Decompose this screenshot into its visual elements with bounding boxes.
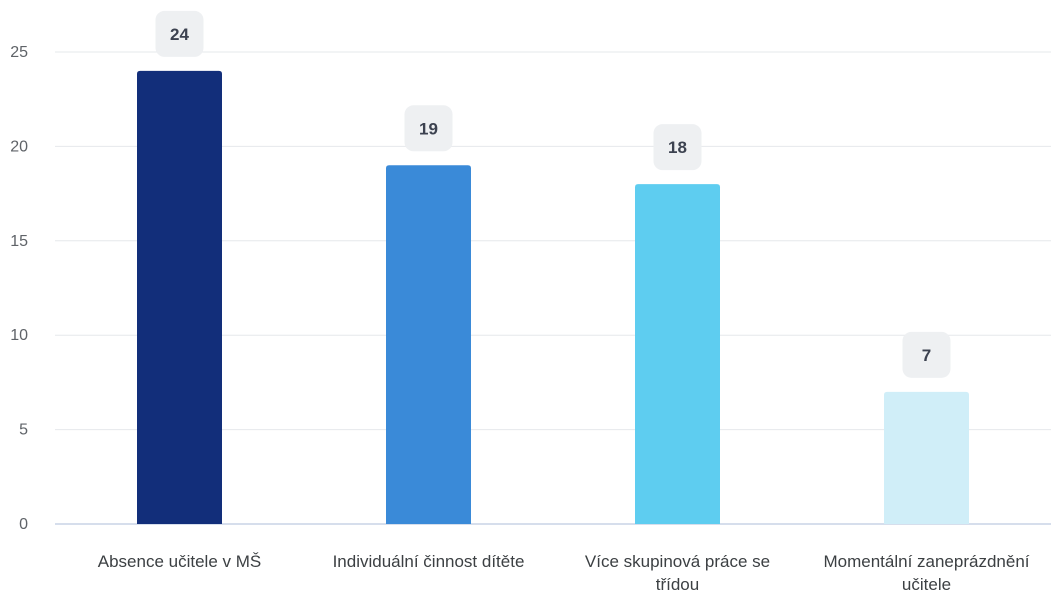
bar — [137, 70, 222, 524]
bar — [386, 165, 471, 524]
y-axis-tick-labels: 0 5 10 15 20 25 — [10, 44, 28, 533]
y-tick-label: 20 — [10, 138, 28, 155]
bar — [884, 391, 969, 524]
data-label-box — [902, 331, 951, 378]
y-tick-label: 10 — [10, 327, 28, 344]
x-tick-label: Absence učitele v MŠ — [98, 552, 261, 571]
x-tick-label: Více skupinová práce se — [585, 552, 770, 571]
data-label-box — [404, 105, 453, 152]
data-labels: 24 19 18 7 — [155, 10, 951, 378]
data-label-box — [155, 10, 204, 57]
data-label: 18 — [668, 138, 687, 157]
y-tick-label: 0 — [19, 516, 28, 533]
bar — [635, 184, 720, 524]
x-tick-label: Momentální zaneprázdnění — [823, 552, 1029, 571]
x-axis-category-labels: Absence učitele v MŠ Individuální činnost… — [98, 552, 1030, 592]
y-tick-label: 5 — [19, 422, 28, 439]
data-label-box — [653, 124, 702, 171]
x-tick-label: učitele — [902, 575, 951, 592]
data-label: 7 — [922, 346, 931, 365]
bars — [137, 70, 969, 524]
x-tick-label: Individuální činnost dítěte — [333, 552, 525, 571]
y-tick-label: 15 — [10, 233, 28, 250]
x-tick-label: třídou — [656, 575, 699, 592]
data-label: 24 — [170, 25, 189, 44]
y-tick-label: 25 — [10, 44, 28, 61]
data-label: 19 — [419, 119, 438, 138]
